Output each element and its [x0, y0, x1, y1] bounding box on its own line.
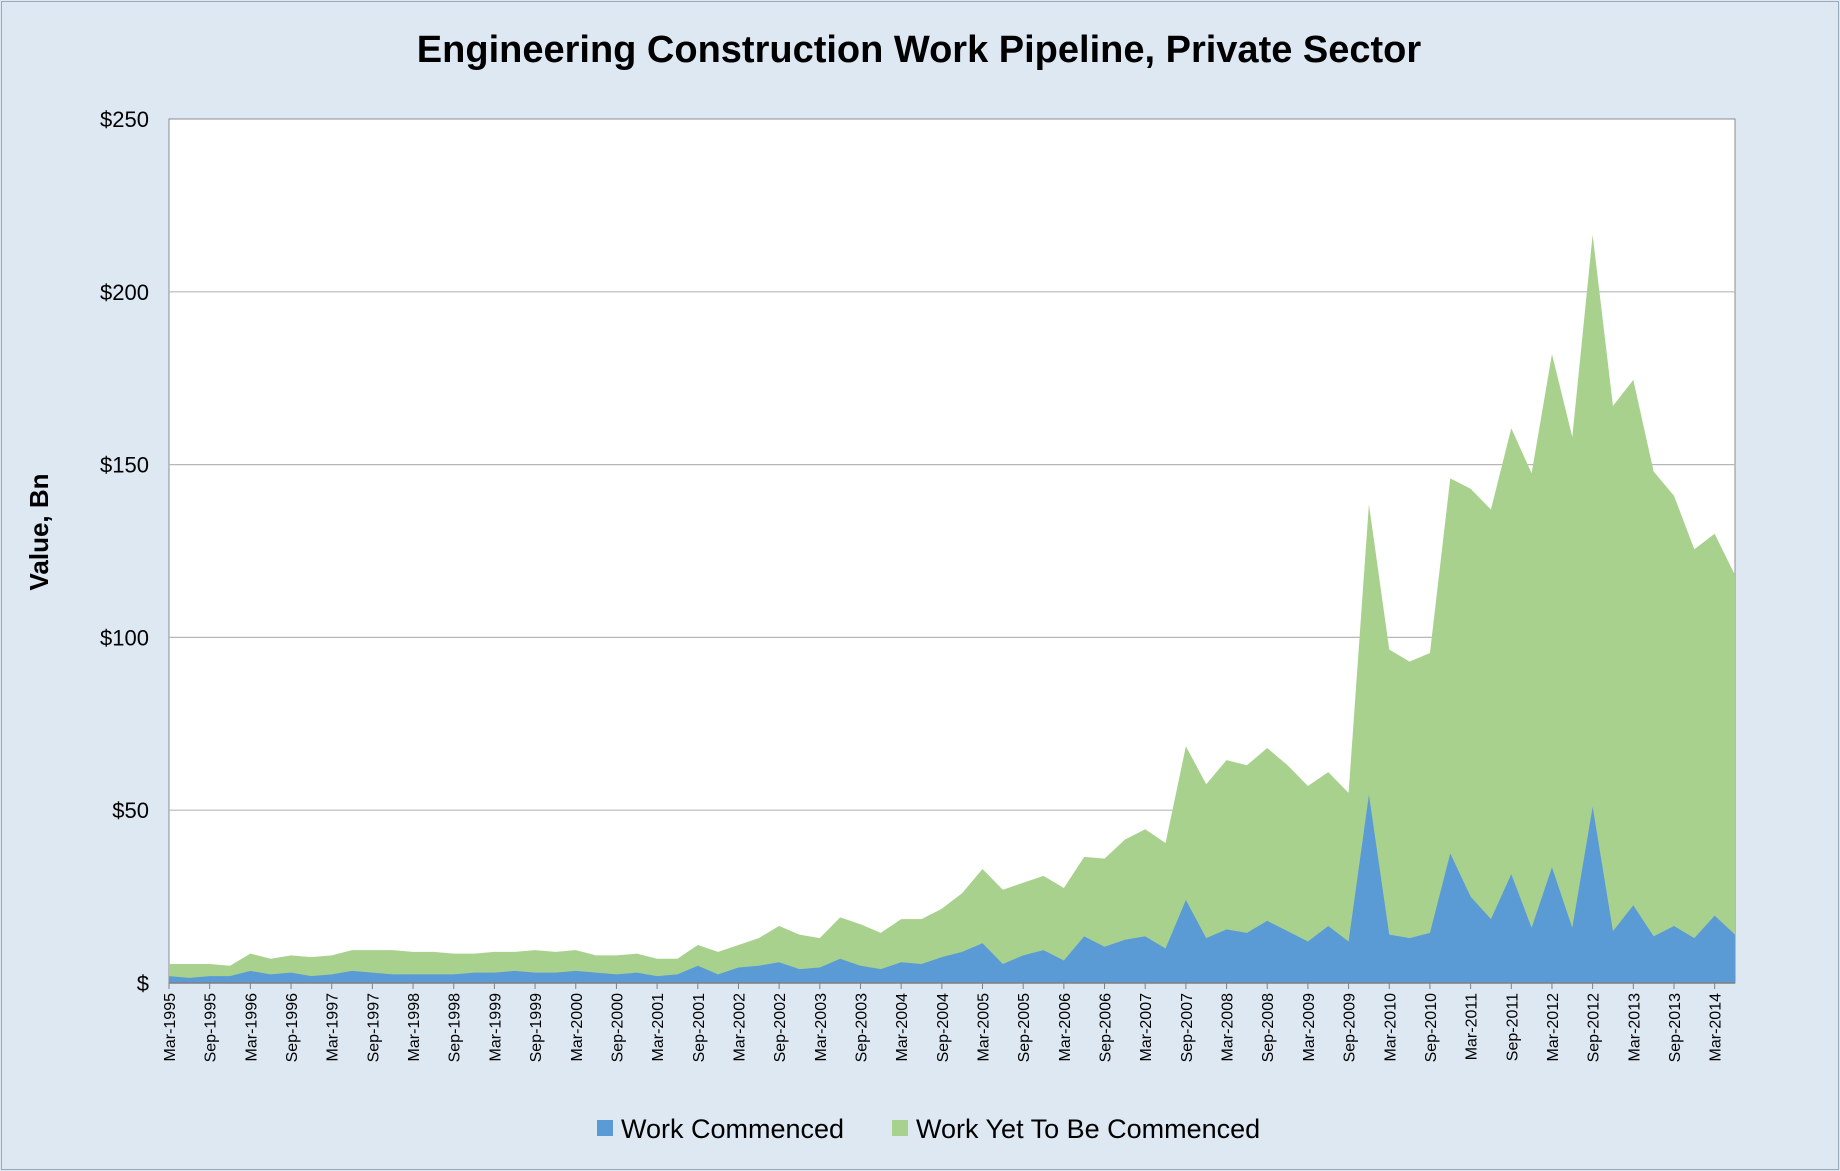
x-tick-label: Mar-2006: [1057, 993, 1074, 1062]
chart-title: Engineering Construction Work Pipeline, …: [417, 29, 1422, 71]
x-tick-label: Sep-1995: [203, 993, 220, 1062]
x-tick-label: Mar-2002: [731, 993, 748, 1062]
x-tick-label: Mar-2003: [813, 993, 830, 1062]
x-tick-label: Mar-2004: [894, 993, 911, 1062]
y-tick-label: $200: [100, 280, 149, 305]
x-tick-label: Mar-1996: [243, 993, 260, 1062]
x-tick-label: Sep-1999: [528, 993, 545, 1062]
x-tick-label: Mar-1998: [406, 993, 423, 1062]
x-tick-label: Sep-1996: [284, 993, 301, 1062]
x-tick-label: Mar-1995: [162, 993, 179, 1062]
x-tick-label: Mar-2010: [1382, 993, 1399, 1062]
x-tick-label: Sep-2012: [1586, 993, 1603, 1062]
legend: Work Commenced Work Yet To Be Commenced: [597, 1114, 1260, 1144]
x-tick-label: Mar-2013: [1626, 993, 1643, 1062]
y-tick-label: $: [137, 971, 149, 996]
x-tick-label: Sep-2004: [935, 993, 952, 1062]
x-tick-label: Sep-2013: [1667, 993, 1684, 1062]
x-tick-label: Sep-2006: [1098, 993, 1115, 1062]
legend-swatch: [892, 1120, 908, 1136]
x-tick-label: Sep-1997: [365, 993, 382, 1062]
x-tick-label: Mar-2001: [650, 993, 667, 1062]
y-tick-label: $150: [100, 453, 149, 478]
y-tick-label: $100: [100, 625, 149, 650]
x-tick-label: Mar-2008: [1220, 993, 1237, 1062]
legend-label: Work Commenced: [621, 1114, 844, 1144]
x-tick-label: Mar-2012: [1545, 993, 1562, 1062]
x-tick-label: Sep-2010: [1423, 993, 1440, 1062]
x-tick-label: Sep-2008: [1260, 993, 1277, 1062]
y-tick-label: $50: [112, 798, 149, 823]
x-tick-label: Mar-2007: [1138, 993, 1155, 1062]
x-tick-label: Sep-2003: [853, 993, 870, 1062]
legend-swatch: [597, 1120, 613, 1136]
x-tick-label: Sep-2011: [1504, 993, 1521, 1061]
x-tick-label: Mar-1999: [487, 993, 504, 1062]
y-tick-label: $250: [100, 107, 149, 132]
x-tick-label: Sep-2009: [1342, 993, 1359, 1062]
x-tick-label: Sep-2002: [772, 993, 789, 1062]
x-tick-label: Mar-2000: [569, 993, 586, 1062]
x-tick-label: Sep-2000: [609, 993, 626, 1062]
x-tick-label: Mar-2009: [1301, 993, 1318, 1062]
y-axis-label: Value, Bn: [24, 473, 54, 590]
chart: Engineering Construction Work Pipeline, …: [0, 0, 1840, 1171]
y-axis: $ $50 $100 $150 $200 $250: [100, 107, 149, 996]
legend-label: Work Yet To Be Commenced: [916, 1114, 1260, 1144]
x-axis: Mar-1995 Sep-1995 Mar-1996 Sep-1996 Mar-1997…: [162, 983, 1735, 1062]
x-tick-label: Mar-1997: [325, 993, 342, 1062]
x-tick-label: Mar-2014: [1708, 993, 1725, 1062]
x-tick-label: Sep-2007: [1179, 993, 1196, 1062]
x-tick-label: Mar-2005: [976, 993, 993, 1062]
x-tick-label: Sep-2005: [1016, 993, 1033, 1062]
x-tick-label: Sep-2001: [691, 993, 708, 1062]
x-tick-label: Sep-1998: [447, 993, 464, 1062]
x-tick-label: Mar-2011: [1464, 993, 1481, 1060]
